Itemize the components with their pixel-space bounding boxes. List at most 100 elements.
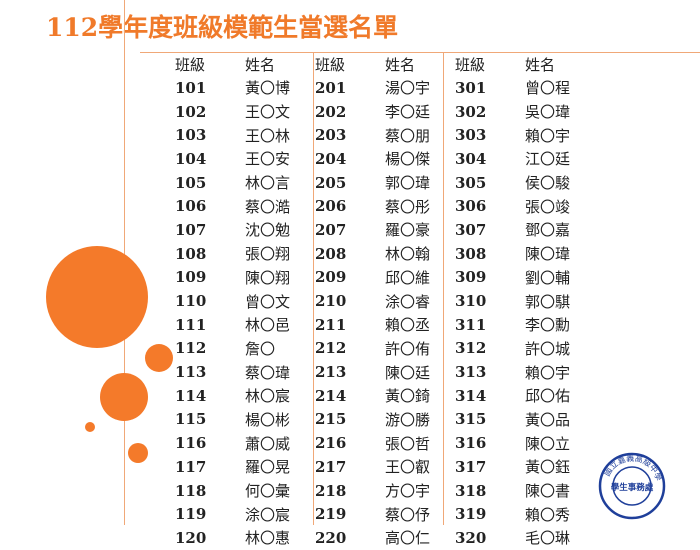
- class-number: 209: [315, 268, 347, 287]
- table-row: 211 賴〇丞: [315, 313, 455, 337]
- student-name: 蔡〇瑋: [245, 363, 291, 382]
- student-name: 黃〇錡: [385, 387, 431, 406]
- student-name: 林〇惠: [245, 529, 291, 548]
- class-number: 106: [175, 197, 207, 216]
- table-row: 112 詹〇: [175, 337, 315, 361]
- class-number: 116: [175, 434, 207, 453]
- decor-circle-medium: [145, 344, 173, 372]
- table-row: 108 張〇翔: [175, 242, 315, 266]
- class-number: 110: [175, 292, 207, 311]
- student-name: 曾〇程: [525, 79, 571, 98]
- class-number: 314: [455, 386, 487, 405]
- table-row: 116 蕭〇威: [175, 431, 315, 455]
- table-row: 110 曾〇文: [175, 289, 315, 313]
- class-number: 212: [315, 339, 347, 358]
- table-row: 320 毛〇琳: [455, 526, 595, 550]
- table-row: 210 涂〇睿: [315, 289, 455, 313]
- student-name: 王〇林: [245, 126, 291, 145]
- table-row: 117 羅〇晃: [175, 455, 315, 479]
- student-name: 沈〇勉: [245, 221, 291, 240]
- student-name: 林〇言: [245, 174, 291, 193]
- class-number: 113: [175, 363, 207, 382]
- student-name: 林〇宸: [245, 387, 291, 406]
- grade-1-column: 班級 姓名 101 黃〇博 102 王〇文 103 王〇林 104 王〇安 105 林〇言 106 蔡〇澔…: [175, 53, 315, 550]
- student-name: 蔡〇澔: [245, 197, 291, 216]
- class-number: 205: [315, 173, 347, 192]
- decor-circle-mid: [100, 373, 148, 421]
- student-name: 陳〇翔: [245, 268, 291, 287]
- student-name: 羅〇晃: [245, 458, 291, 477]
- class-number: 312: [455, 339, 487, 358]
- table-row: 111 林〇邑: [175, 313, 315, 337]
- table-row: 312 許〇城: [455, 337, 595, 361]
- class-number: 104: [175, 149, 207, 168]
- student-name: 賴〇宇: [525, 126, 571, 145]
- table-row: 303 賴〇宇: [455, 123, 595, 147]
- class-number: 103: [175, 126, 207, 145]
- table-row: 119 涂〇宸: [175, 502, 315, 526]
- class-number: 107: [175, 220, 207, 239]
- decor-circle-large: [46, 246, 148, 348]
- student-name: 陳〇書: [525, 482, 571, 501]
- roster-table: 班級 姓名 101 黃〇博 102 王〇文 103 王〇林 104 王〇安 105 林〇言 106 蔡〇澔…: [175, 53, 595, 550]
- class-number: 219: [315, 505, 347, 524]
- class-number: 210: [315, 292, 347, 311]
- header-name: 姓名: [525, 56, 556, 74]
- decor-circle-tiny: [85, 422, 95, 432]
- class-number: 320: [455, 528, 487, 547]
- class-number: 316: [455, 434, 487, 453]
- table-row: 106 蔡〇澔: [175, 194, 315, 218]
- class-number: 101: [175, 78, 207, 97]
- class-number: 220: [315, 528, 347, 547]
- class-number: 303: [455, 126, 487, 145]
- school-seal: 國立嘉義高級中學 學生事務處: [598, 452, 666, 520]
- table-row: 306 張〇竣: [455, 194, 595, 218]
- student-name: 邱〇佑: [525, 387, 571, 406]
- student-name: 郭〇瑋: [385, 174, 431, 193]
- class-number: 215: [315, 410, 347, 429]
- student-name: 王〇叡: [385, 458, 431, 477]
- class-number: 306: [455, 197, 487, 216]
- table-row: 114 林〇宸: [175, 384, 315, 408]
- class-number: 317: [455, 457, 487, 476]
- grade-3-column: 班級 姓名 301 曾〇程 302 吳〇瑋 303 賴〇宇 304 江〇廷 305 侯〇駿 306 張〇竣…: [455, 53, 595, 550]
- student-name: 張〇竣: [525, 197, 571, 216]
- student-name: 黃〇博: [245, 79, 291, 98]
- table-row: 319 賴〇秀: [455, 502, 595, 526]
- class-number: 208: [315, 244, 347, 263]
- table-row: 218 方〇宇: [315, 479, 455, 503]
- column-header: 班級 姓名: [175, 53, 315, 76]
- table-row: 101 黃〇博: [175, 76, 315, 100]
- header-class: 班級: [175, 56, 206, 74]
- table-row: 314 邱〇佑: [455, 384, 595, 408]
- student-name: 許〇侑: [385, 339, 431, 358]
- table-row: 215 游〇勝: [315, 408, 455, 432]
- student-name: 李〇勳: [525, 316, 571, 335]
- table-row: 318 陳〇書: [455, 479, 595, 503]
- class-number: 111: [175, 315, 207, 334]
- column-header: 班級 姓名: [315, 53, 455, 76]
- student-name: 游〇勝: [385, 410, 431, 429]
- student-name: 蔡〇朋: [385, 126, 431, 145]
- student-name: 賴〇秀: [525, 505, 571, 524]
- class-number: 207: [315, 220, 347, 239]
- class-number: 112: [175, 339, 207, 358]
- student-name: 湯〇宇: [385, 79, 431, 98]
- student-name: 涂〇宸: [245, 505, 291, 524]
- student-name: 王〇安: [245, 150, 291, 169]
- class-number: 204: [315, 149, 347, 168]
- table-row: 301 曾〇程: [455, 76, 595, 100]
- student-name: 陳〇瑋: [525, 245, 571, 264]
- student-name: 陳〇立: [525, 434, 571, 453]
- table-row: 107 沈〇勉: [175, 218, 315, 242]
- student-name: 方〇宇: [385, 482, 431, 501]
- class-number: 213: [315, 363, 347, 382]
- table-row: 207 羅〇豪: [315, 218, 455, 242]
- class-number: 109: [175, 268, 207, 287]
- table-row: 120 林〇惠: [175, 526, 315, 550]
- table-row: 204 楊〇傑: [315, 147, 455, 171]
- table-row: 307 鄧〇嘉: [455, 218, 595, 242]
- table-row: 202 李〇廷: [315, 100, 455, 124]
- table-row: 209 邱〇維: [315, 266, 455, 290]
- class-number: 302: [455, 102, 487, 121]
